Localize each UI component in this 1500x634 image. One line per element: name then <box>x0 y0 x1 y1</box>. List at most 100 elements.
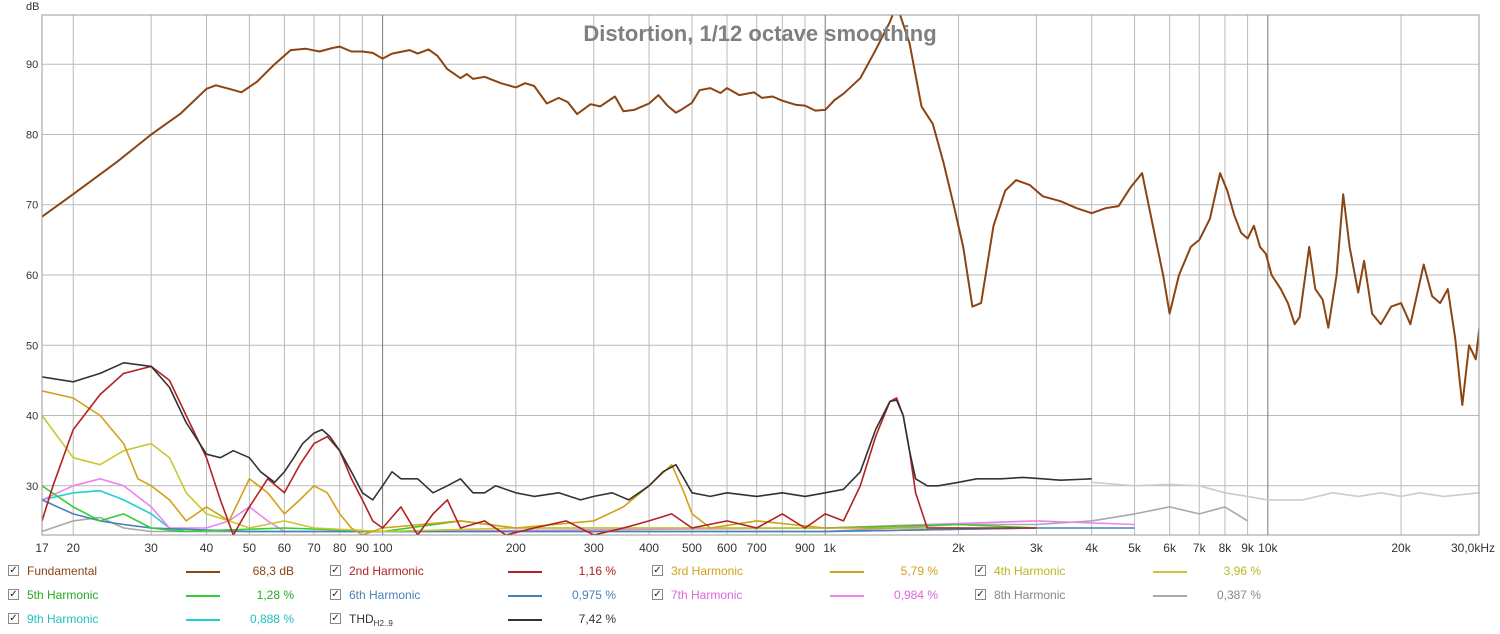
x-tick-label: 8k <box>1219 541 1233 555</box>
x-tick-label: 9k <box>1241 541 1255 555</box>
x-tick-label: 500 <box>682 541 702 555</box>
legend-label: 2nd Harmonic <box>349 564 424 578</box>
legend-item[interactable]: ✓ 8th Harmonic 0,387 % <box>975 586 1275 606</box>
legend-label: 3rd Harmonic <box>671 564 743 578</box>
legend-checkbox[interactable]: ✓ <box>975 565 986 576</box>
legend-item[interactable]: ✓ 5th Harmonic 1,28 % <box>8 586 308 606</box>
plot-frame <box>41 14 1480 536</box>
y-axis-ticks: 30 40 50 60 70 80 90 <box>26 59 38 493</box>
y-tick-label: 90 <box>26 59 38 71</box>
legend-value: 0,387 % <box>1216 588 1261 602</box>
x-tick-label: 40 <box>200 541 214 555</box>
x-tick-label: 200 <box>506 541 526 555</box>
x-tick-label: 7k <box>1193 541 1207 555</box>
x-tick-label: 50 <box>243 541 257 555</box>
grid <box>42 15 1479 535</box>
x-tick-label: 600 <box>717 541 737 555</box>
x-tick-label: 90 <box>356 541 370 555</box>
legend-label-text: 3rd Harmonic <box>671 564 744 578</box>
series-line-5th-harmonic <box>42 485 1037 533</box>
legend-checkbox[interactable]: ✓ <box>652 565 663 576</box>
legend-label: 7th Harmonic <box>671 588 742 602</box>
legend-item[interactable]: ✓ Fundamental 68,3 dB <box>8 562 308 582</box>
legend-value: 7,42 % <box>578 612 616 626</box>
legend-value: 3,96 % <box>1223 564 1261 578</box>
y-tick-label: 30 <box>26 481 38 493</box>
legend-label-text: 6th Harmonic <box>349 588 421 602</box>
x-tick-label: 900 <box>795 541 815 555</box>
series-line-6th-harmonic <box>42 499 1135 533</box>
x-tick-label: 4k <box>1085 541 1099 555</box>
legend-label-text: THD <box>349 612 374 626</box>
legend-label-text: 9th Harmonic <box>27 612 99 626</box>
legend-checkbox[interactable]: ✓ <box>330 565 341 576</box>
legend-label: 4th Harmonic <box>994 564 1065 578</box>
legend-checkbox[interactable]: ✓ <box>652 589 663 600</box>
legend-label-sub: H2..9 <box>373 619 393 628</box>
legend-item[interactable]: ✓ 9th Harmonic 0,888 % <box>8 610 308 630</box>
x-tick-label: 20 <box>67 541 81 555</box>
x-tick-label: 30 <box>144 541 158 555</box>
legend-value: 1,16 % <box>578 564 616 578</box>
legend-label: 8th Harmonic <box>994 588 1065 602</box>
legend-item[interactable]: ✓ 7th Harmonic 0,984 % <box>652 586 952 606</box>
legend-swatch <box>830 571 864 573</box>
x-tick-label: 2k <box>952 541 966 555</box>
legend-swatch <box>186 619 220 621</box>
x-tick-label: 5k <box>1128 541 1142 555</box>
legend-item[interactable]: ✓ 4th Harmonic 3,96 % <box>975 562 1275 582</box>
x-tick-label: 400 <box>639 541 659 555</box>
legend-label: 5th Harmonic <box>27 588 98 602</box>
legend-item[interactable]: ✓ 2nd Harmonic 1,16 % <box>330 562 630 582</box>
legend-value: 0,888 % <box>249 612 294 626</box>
legend-label-text: Fundamental <box>27 564 98 578</box>
series-line-3rd-harmonic <box>42 390 959 535</box>
x-tick-label: 20k <box>1391 541 1411 555</box>
series-line-fundamental <box>42 15 1479 406</box>
x-axis-ticks: 17 20 30 40 50 60 70 80 90 100 200 300 400 500 600 700 9… <box>35 541 1495 555</box>
chart-title: Distortion, 1/12 octave smoothing <box>583 21 936 46</box>
y-axis-label: dB <box>26 1 39 13</box>
legend: ✓ Fundamental 68,3 dB ✓ 2nd Harmonic 1,16 % ✓ 3… <box>0 560 1500 634</box>
legend-swatch <box>186 571 220 573</box>
legend-swatch <box>1153 595 1187 597</box>
y-tick-label: 50 <box>26 340 38 352</box>
legend-label-text: 4th Harmonic <box>994 564 1066 578</box>
x-tick-label: 17 <box>35 541 49 555</box>
legend-swatch <box>508 571 542 573</box>
y-tick-label: 80 <box>26 129 38 141</box>
legend-checkbox[interactable]: ✓ <box>8 613 19 624</box>
series-line-4th-harmonic <box>42 415 826 533</box>
legend-value: 5,79 % <box>900 564 938 578</box>
legend-swatch <box>508 595 542 597</box>
x-tick-label: 30,0kHz <box>1451 541 1495 555</box>
series-line-extra-trace <box>1091 481 1479 501</box>
legend-label-text: 5th Harmonic <box>27 588 99 602</box>
legend-swatch <box>508 619 542 621</box>
y-tick-label: 60 <box>26 270 38 282</box>
legend-value: 0,975 % <box>571 588 616 602</box>
x-tick-label: 60 <box>278 541 292 555</box>
legend-checkbox[interactable]: ✓ <box>8 589 19 600</box>
legend-label-text: 2nd Harmonic <box>349 564 424 578</box>
x-tick-label: 10k <box>1258 541 1278 555</box>
legend-checkbox[interactable]: ✓ <box>330 613 341 624</box>
legend-checkbox[interactable]: ✓ <box>8 565 19 576</box>
legend-swatch <box>1153 571 1187 573</box>
legend-label: Fundamental <box>27 564 97 578</box>
x-tick-label: 80 <box>333 541 347 555</box>
legend-checkbox[interactable]: ✓ <box>975 589 986 600</box>
x-tick-label: 3k <box>1030 541 1044 555</box>
series-line-thd <box>42 362 1092 501</box>
legend-value: 68,3 dB <box>252 564 294 578</box>
legend-item[interactable]: ✓ 6th Harmonic 0,975 % <box>330 586 630 606</box>
series-line-7th-harmonic <box>42 478 1135 533</box>
x-tick-label: 100 <box>373 541 393 555</box>
legend-checkbox[interactable]: ✓ <box>330 589 341 600</box>
y-tick-label: 70 <box>26 200 38 212</box>
legend-value: 1,28 % <box>256 588 294 602</box>
x-tick-label: 300 <box>584 541 604 555</box>
legend-item[interactable]: ✓ THDH2..9 7,42 % <box>330 610 630 630</box>
legend-item[interactable]: ✓ 3rd Harmonic 5,79 % <box>652 562 952 582</box>
x-tick-label: 70 <box>307 541 321 555</box>
